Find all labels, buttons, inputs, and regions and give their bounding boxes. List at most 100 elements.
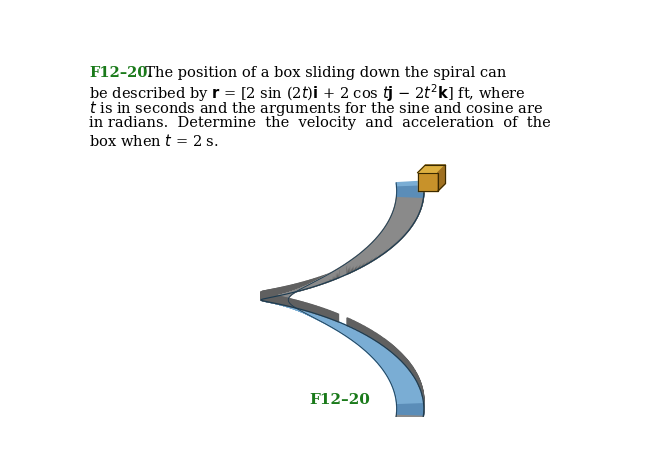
Polygon shape xyxy=(349,261,354,272)
Polygon shape xyxy=(312,305,314,313)
Polygon shape xyxy=(396,410,424,411)
Polygon shape xyxy=(354,257,361,268)
Polygon shape xyxy=(289,299,290,307)
Polygon shape xyxy=(376,333,377,342)
Polygon shape xyxy=(384,228,405,235)
Polygon shape xyxy=(271,292,296,297)
Polygon shape xyxy=(356,262,357,270)
Polygon shape xyxy=(336,268,339,279)
Polygon shape xyxy=(337,321,340,332)
Polygon shape xyxy=(350,260,356,271)
Polygon shape xyxy=(323,309,324,317)
Polygon shape xyxy=(392,212,418,218)
Polygon shape xyxy=(396,196,424,198)
Polygon shape xyxy=(380,233,400,242)
Polygon shape xyxy=(389,438,412,444)
Polygon shape xyxy=(261,300,288,301)
Polygon shape xyxy=(263,301,290,303)
Polygon shape xyxy=(279,304,301,311)
Polygon shape xyxy=(396,187,424,189)
Polygon shape xyxy=(334,269,338,280)
Polygon shape xyxy=(294,284,311,292)
Polygon shape xyxy=(274,291,297,297)
Polygon shape xyxy=(391,215,416,221)
Polygon shape xyxy=(404,356,405,365)
Polygon shape xyxy=(272,303,296,308)
Polygon shape xyxy=(396,194,424,196)
Polygon shape xyxy=(400,231,402,240)
Polygon shape xyxy=(351,330,357,340)
Polygon shape xyxy=(289,286,290,294)
Polygon shape xyxy=(365,249,377,259)
Polygon shape xyxy=(394,389,420,393)
Polygon shape xyxy=(378,236,396,244)
Polygon shape xyxy=(265,295,290,299)
Polygon shape xyxy=(368,255,369,264)
Polygon shape xyxy=(373,242,389,251)
Polygon shape xyxy=(396,189,424,190)
Polygon shape xyxy=(320,276,322,285)
Polygon shape xyxy=(387,369,410,376)
Polygon shape xyxy=(298,283,300,291)
Polygon shape xyxy=(394,423,421,426)
Polygon shape xyxy=(358,323,360,332)
Polygon shape xyxy=(296,283,312,292)
Polygon shape xyxy=(375,239,392,248)
Polygon shape xyxy=(311,312,322,322)
Polygon shape xyxy=(373,252,375,260)
Polygon shape xyxy=(288,298,289,306)
Polygon shape xyxy=(412,434,413,443)
Polygon shape xyxy=(347,326,350,337)
Polygon shape xyxy=(306,281,307,289)
Polygon shape xyxy=(326,317,332,328)
Polygon shape xyxy=(276,288,277,296)
Polygon shape xyxy=(357,334,365,344)
Text: in radians.  Determine  the  velocity  and  acceleration  of  the: in radians. Determine the velocity and a… xyxy=(89,116,551,130)
Polygon shape xyxy=(395,236,396,244)
Polygon shape xyxy=(322,276,323,284)
Polygon shape xyxy=(387,223,410,229)
Polygon shape xyxy=(374,350,391,360)
Polygon shape xyxy=(290,285,292,293)
Polygon shape xyxy=(405,357,406,366)
Polygon shape xyxy=(347,262,351,273)
Polygon shape xyxy=(329,273,330,281)
Polygon shape xyxy=(328,272,333,282)
Polygon shape xyxy=(295,308,312,317)
Polygon shape xyxy=(396,407,424,408)
Polygon shape xyxy=(418,165,446,173)
Polygon shape xyxy=(379,335,380,343)
Polygon shape xyxy=(345,263,349,274)
Polygon shape xyxy=(284,305,304,313)
Polygon shape xyxy=(279,296,280,304)
Polygon shape xyxy=(296,300,297,308)
Polygon shape xyxy=(262,301,289,302)
Polygon shape xyxy=(347,318,349,326)
Polygon shape xyxy=(271,303,296,308)
Polygon shape xyxy=(265,295,291,298)
Polygon shape xyxy=(389,242,390,250)
Polygon shape xyxy=(285,298,286,306)
Polygon shape xyxy=(388,372,412,379)
Polygon shape xyxy=(276,296,278,304)
Polygon shape xyxy=(285,287,286,295)
Polygon shape xyxy=(326,274,328,283)
Polygon shape xyxy=(264,296,290,299)
Polygon shape xyxy=(277,290,299,296)
Polygon shape xyxy=(372,331,373,340)
Polygon shape xyxy=(325,272,332,283)
Polygon shape xyxy=(391,344,392,352)
Polygon shape xyxy=(265,295,291,299)
Polygon shape xyxy=(314,277,324,287)
Polygon shape xyxy=(278,289,300,296)
Polygon shape xyxy=(284,297,285,305)
Polygon shape xyxy=(269,294,294,298)
Polygon shape xyxy=(287,306,306,314)
Polygon shape xyxy=(294,307,311,316)
Polygon shape xyxy=(354,263,356,271)
Polygon shape xyxy=(291,299,292,307)
Polygon shape xyxy=(327,318,333,328)
Polygon shape xyxy=(353,258,360,269)
Polygon shape xyxy=(279,287,280,295)
Polygon shape xyxy=(332,270,336,280)
